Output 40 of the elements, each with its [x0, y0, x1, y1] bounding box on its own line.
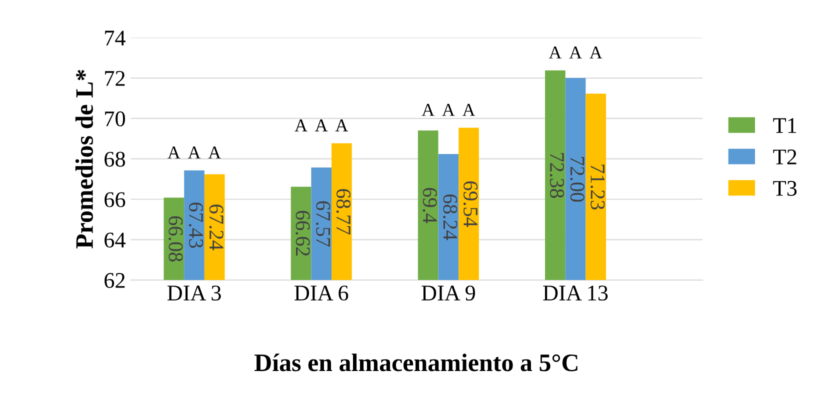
legend-label: T2	[773, 150, 796, 164]
y-tick-label: 68	[104, 152, 126, 167]
data-label: 66.08	[168, 216, 183, 262]
data-label: 67.43	[188, 202, 204, 248]
y-axis-title: Promedios de L*	[75, 70, 94, 248]
annotation: A	[462, 104, 476, 116]
data-label: 69.4	[422, 188, 437, 224]
annotation: A	[422, 104, 434, 116]
data-label: 67.57	[316, 201, 330, 247]
x-tick-label: DIA 9	[422, 286, 476, 301]
annotation: A	[590, 46, 602, 58]
data-label: 67.24	[209, 204, 224, 250]
data-label: 68.24	[443, 194, 458, 240]
annotation: A	[335, 119, 348, 132]
y-tick-label: 74	[105, 30, 126, 46]
annotation: A	[294, 119, 308, 132]
y-tick-label: 72	[105, 71, 125, 86]
legend-label: T1	[773, 118, 796, 133]
annotation: A	[208, 146, 221, 158]
legend-label: T3	[773, 180, 797, 196]
data-label: 68.77	[336, 189, 351, 235]
x-tick-label: DIA 3	[167, 286, 221, 301]
y-tick-label: 70	[105, 111, 126, 126]
data-label: 69.54	[463, 181, 478, 228]
data-label: 66.62	[296, 210, 310, 256]
data-label: 72.38	[550, 153, 564, 198]
annotation: A	[442, 104, 455, 116]
annotation: A	[168, 146, 180, 158]
x-tick-label: DIA 13	[543, 286, 608, 301]
data-label: 72.00	[570, 156, 584, 202]
y-tick-label: 62	[104, 273, 125, 288]
data-label: 71.23	[590, 164, 605, 210]
x-tick-label: DIA 6	[294, 286, 348, 301]
y-tick-label: 64	[104, 232, 126, 248]
annotation: A	[569, 46, 582, 58]
annotation: A	[315, 119, 328, 132]
y-tick-label: 66	[104, 192, 126, 208]
annotation: A	[188, 146, 201, 158]
annotation: A	[548, 46, 562, 58]
x-axis-title: Días en almacenamiento a 5°C	[254, 354, 578, 372]
